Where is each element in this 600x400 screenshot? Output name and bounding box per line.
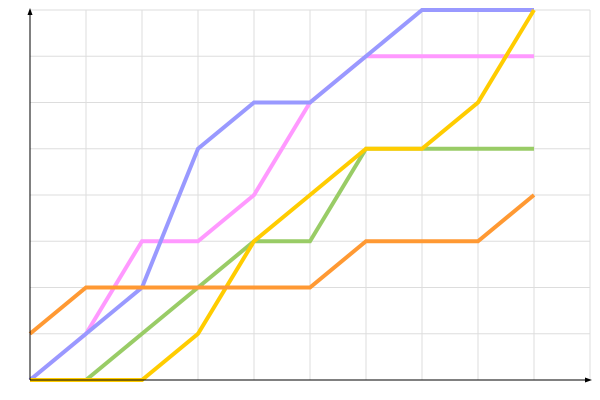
axes — [27, 8, 592, 383]
y-axis-arrow-icon — [27, 8, 33, 15]
series-line-1 — [28, 8, 534, 382]
series-line-2 — [30, 146, 534, 382]
x-axis-arrow-icon — [585, 377, 592, 383]
series-line-4 — [28, 193, 536, 336]
